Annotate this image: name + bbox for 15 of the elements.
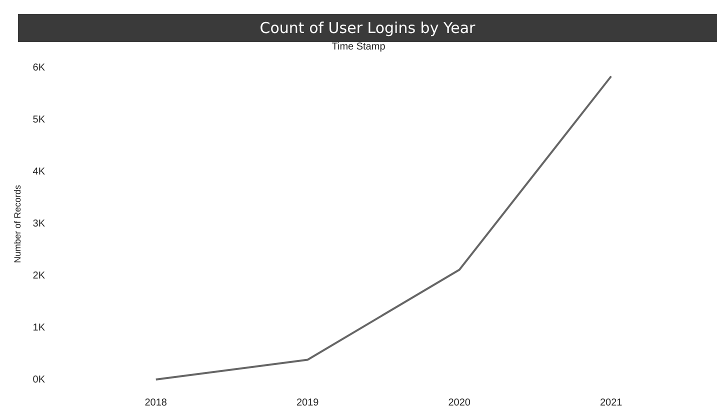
y-axis-title: Number of Records — [12, 184, 22, 264]
x-tick-label: 2021 — [600, 398, 623, 408]
x-tick-label: 2020 — [448, 398, 471, 408]
x-tick-label: 2018 — [144, 398, 168, 408]
x-axis-title: Time Stamp — [332, 42, 386, 52]
y-tick-label: 1K — [32, 322, 46, 334]
y-tick-label: 6K — [32, 62, 46, 74]
y-tick-label: 2K — [32, 270, 46, 282]
y-tick-label: 3K — [32, 218, 46, 230]
line-series — [154, 75, 612, 380]
x-tick-label: 2019 — [296, 398, 320, 408]
chart-title: Count of User Logins by Year — [18, 14, 717, 42]
y-tick-label: 0K — [32, 374, 46, 386]
y-tick-label: 5K — [32, 114, 46, 126]
y-tick-label: 4K — [32, 166, 46, 178]
